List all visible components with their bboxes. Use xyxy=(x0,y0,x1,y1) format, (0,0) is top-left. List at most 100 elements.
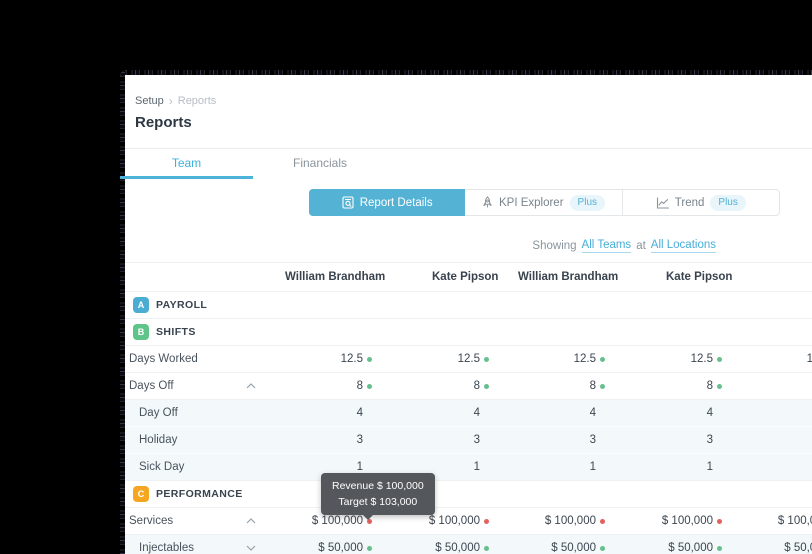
status-dot-green[interactable] xyxy=(600,545,605,551)
section-row-payroll: A PAYROLL xyxy=(125,292,812,319)
chevron-down-icon[interactable] xyxy=(243,543,258,553)
column-header-1: William Brandham xyxy=(285,271,386,283)
value-cell: 3 xyxy=(589,434,596,446)
tab-financials-label: Financials xyxy=(292,155,348,170)
value-cell: 1 xyxy=(589,461,596,473)
row-label: Days Worked xyxy=(129,353,198,365)
chevron-up-icon[interactable] xyxy=(243,381,258,391)
row-label: Services xyxy=(129,515,174,527)
status-dot-red[interactable] xyxy=(484,518,489,524)
rocket-icon xyxy=(483,196,492,208)
breadcrumb: Setup › Reports xyxy=(135,94,216,108)
status-dot-green[interactable] xyxy=(484,545,489,551)
trend-icon xyxy=(656,196,669,209)
active-tab-underline xyxy=(120,176,253,179)
row-label: Injectables xyxy=(139,542,194,554)
status-dot-green[interactable] xyxy=(600,383,605,389)
kpi-explorer-button[interactable]: KPI Explorer Plus xyxy=(465,190,621,215)
value-cell: $ 50,000 xyxy=(668,535,722,554)
kpi-explorer-plus-badge: Plus xyxy=(569,194,605,211)
value-cell: 4 xyxy=(706,407,713,419)
breadcrumb-separator-icon: › xyxy=(168,94,173,108)
status-dot-red[interactable] xyxy=(717,518,722,524)
table-row-injectables: Injectables $ 50,000 $ 50,000 $ 50,000 $… xyxy=(125,535,812,554)
report-details-button[interactable]: Report Details xyxy=(309,189,466,216)
breadcrumb-setup[interactable]: Setup xyxy=(135,95,164,107)
value-cell: $ 100,000 xyxy=(429,508,489,534)
section-label: SHIFTS xyxy=(156,326,196,338)
value-cell: 12.5 xyxy=(691,346,722,372)
row-label: Holiday xyxy=(139,434,178,446)
value-cell: 4 xyxy=(589,407,596,419)
reports-card: Setup › Reports Reports Team Financials xyxy=(120,70,812,554)
header-divider xyxy=(125,148,812,149)
value-cell: 8 xyxy=(357,373,372,399)
value-cell: 3 xyxy=(473,434,480,446)
value-tooltip: Revenue $ 100,000 Target $ 103,000 xyxy=(321,473,435,520)
status-dot-red[interactable] xyxy=(367,518,372,524)
row-label: Sick Day xyxy=(139,461,185,473)
section-row-performance: C PERFORMANCE xyxy=(125,481,812,508)
trend-plus-badge: Plus xyxy=(710,194,746,211)
tab-team[interactable]: Team xyxy=(120,149,253,176)
card-left-noise-border xyxy=(120,70,125,554)
all-teams-link[interactable]: All Teams xyxy=(581,239,632,253)
status-dot-green[interactable] xyxy=(717,383,722,389)
value-cell: $ 50,000 xyxy=(318,535,372,554)
status-dot-red[interactable] xyxy=(600,518,605,524)
value-cell: $ 50,000 xyxy=(551,535,605,554)
trend-label: Trend xyxy=(674,196,705,209)
value-cell: 4 xyxy=(473,407,480,419)
row-label: Days Off xyxy=(129,380,174,392)
status-dot-green[interactable] xyxy=(367,356,372,362)
tab-financials[interactable]: Financials xyxy=(253,149,387,176)
value-cell: 8 xyxy=(707,373,722,399)
value-cell: $ 100,000 xyxy=(312,508,372,534)
filter-summary: Showing All Teams at All Locations xyxy=(532,238,716,254)
tooltip-revenue-line: Revenue $ 100,000 xyxy=(332,480,424,492)
reports-content: Setup › Reports Reports Team Financials xyxy=(120,75,812,554)
section-badge-b: B xyxy=(133,324,149,340)
section-badge-c: C xyxy=(133,486,149,502)
tab-bar: Team Financials xyxy=(120,149,812,179)
chevron-up-icon[interactable] xyxy=(243,516,258,526)
value-cell: $ 100,000 xyxy=(662,508,722,534)
table-row-day-off: Day Off 4 4 4 4 4 xyxy=(125,400,812,427)
report-table: William Brandham Kate Pipson William Bra… xyxy=(125,262,812,554)
table-header-row: William Brandham Kate Pipson William Bra… xyxy=(125,263,812,292)
filter-prefix: Showing xyxy=(532,240,577,252)
column-header-4: Kate Pipson xyxy=(666,271,733,283)
trend-button[interactable]: Trend Plus xyxy=(621,190,779,215)
tooltip-target-line: Target $ 103,000 xyxy=(338,496,418,508)
view-switcher: Report Details KPI Explorer Plus xyxy=(309,189,780,216)
section-label: PERFORMANCE xyxy=(156,488,243,500)
status-dot-green[interactable] xyxy=(367,545,372,551)
tab-team-label: Team xyxy=(171,155,202,170)
value-cell: $ 100,000 xyxy=(545,508,605,534)
breadcrumb-current: Reports xyxy=(177,95,217,107)
value-cell: $ 50,000 xyxy=(435,535,489,554)
column-header-2: Kate Pipson xyxy=(432,271,499,283)
section-label: PAYROLL xyxy=(156,299,208,311)
value-cell: 12.5 xyxy=(806,353,812,365)
status-dot-green[interactable] xyxy=(600,356,605,362)
value-cell: 1 xyxy=(473,461,480,473)
report-details-icon xyxy=(342,196,354,209)
value-cell: 12.5 xyxy=(574,346,605,372)
card-top-noise-border xyxy=(120,70,812,75)
value-cell: 3 xyxy=(356,434,363,446)
value-cell: 12.5 xyxy=(341,346,372,372)
value-cell: $ 50,000 xyxy=(784,542,812,554)
status-dot-green[interactable] xyxy=(484,383,489,389)
table-row-services: Services $ 100,000 $ 100,000 $ 100,000 $… xyxy=(125,508,812,535)
status-dot-green[interactable] xyxy=(367,383,372,389)
column-header-3: William Brandham xyxy=(518,271,619,283)
section-badge-a: A xyxy=(133,297,149,313)
all-locations-link[interactable]: All Locations xyxy=(650,239,716,253)
status-dot-green[interactable] xyxy=(484,356,489,362)
status-dot-green[interactable] xyxy=(717,356,722,362)
status-dot-green[interactable] xyxy=(717,545,722,551)
table-row-holiday: Holiday 3 3 3 3 3 xyxy=(125,427,812,454)
value-cell: 4 xyxy=(356,407,363,419)
